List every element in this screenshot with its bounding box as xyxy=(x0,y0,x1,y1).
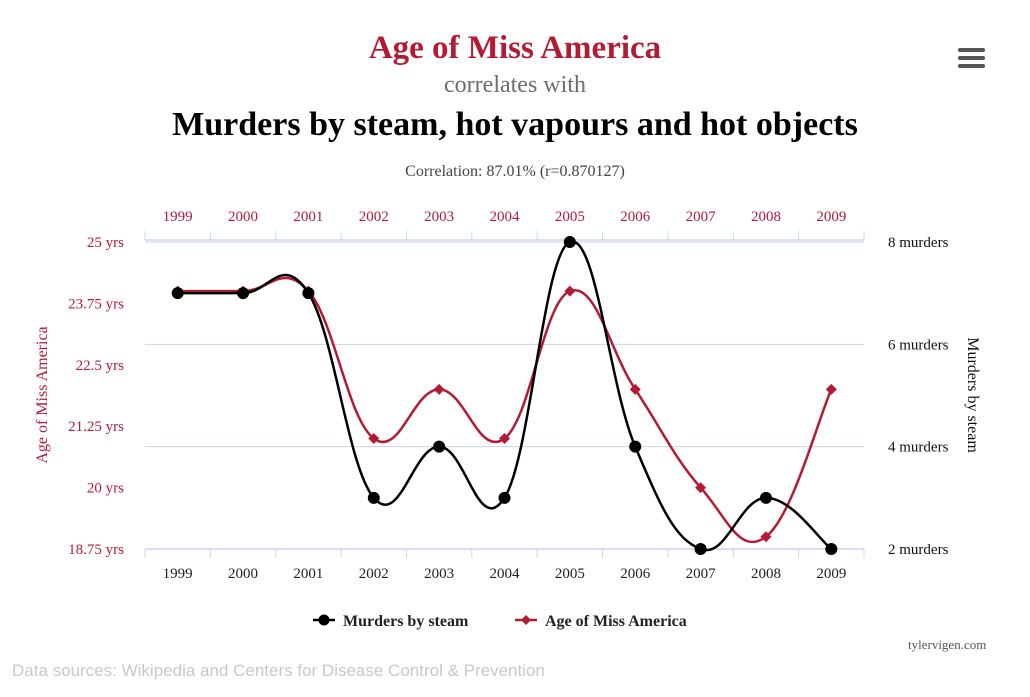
data-point-age-of-miss-america xyxy=(433,383,445,395)
legend-symbol-marker xyxy=(521,615,531,625)
y-right-tick-label: 6 murders xyxy=(888,337,949,353)
x-tick-label-top: 2006 xyxy=(620,209,651,225)
x-tick-label-bottom: 2006 xyxy=(620,566,651,582)
x-tick-label-top: 2003 xyxy=(424,209,454,225)
y-left-tick-label: 22.5 yrs xyxy=(76,358,124,374)
x-tick-label-bottom: 2001 xyxy=(293,566,323,582)
y-left-tick-label: 18.75 yrs xyxy=(68,542,124,558)
correlation-subtitle: Correlation: 87.01% (r=0.870127) xyxy=(405,163,625,180)
data-point-age-of-miss-america xyxy=(629,383,641,395)
y-right-axis-title: Murders by steam xyxy=(964,337,981,453)
data-point-age-of-miss-america xyxy=(564,285,576,297)
chart-title-line1: Age of Miss America xyxy=(368,30,662,66)
x-tick-label-top: 2004 xyxy=(490,209,521,225)
y-left-tick-label: 23.75 yrs xyxy=(68,296,124,312)
x-tick-label-bottom: 2009 xyxy=(816,566,846,582)
hamburger-menu-icon[interactable] xyxy=(958,48,986,70)
data-point-murders-by-steam xyxy=(563,236,576,248)
y-right-tick-label: 8 murders xyxy=(888,235,949,251)
data-point-age-of-miss-america xyxy=(368,432,380,444)
data-point-murders-by-steam xyxy=(367,491,380,504)
credit-text[interactable]: tylervigen.com xyxy=(908,637,987,652)
data-point-age-of-miss-america xyxy=(825,383,837,395)
x-tick-label-top: 2008 xyxy=(751,209,781,225)
x-tick-label-top: 2001 xyxy=(293,209,323,225)
data-point-murders-by-steam xyxy=(759,491,772,504)
x-tick-label-top: 2009 xyxy=(816,209,846,225)
data-point-murders-by-steam xyxy=(629,440,642,453)
data-point-age-of-miss-america xyxy=(499,432,510,444)
x-tick-label-top: 2007 xyxy=(686,209,717,225)
x-tick-label-bottom: 2004 xyxy=(490,566,521,582)
data-point-murders-by-steam xyxy=(825,543,838,555)
x-tick-label-bottom: 2003 xyxy=(424,566,454,582)
y-left-tick-label: 20 yrs xyxy=(87,481,124,497)
y-left-axis-title: Age of Miss America xyxy=(34,326,51,463)
x-tick-label-bottom: 2005 xyxy=(555,566,585,582)
series-line-murders-by-steam xyxy=(177,240,833,552)
data-point-murders-by-steam xyxy=(694,543,707,555)
data-point-murders-by-steam xyxy=(302,287,315,300)
legend-symbol-marker xyxy=(318,614,330,626)
data-point-murders-by-steam xyxy=(237,287,250,300)
x-tick-label-bottom: 1999 xyxy=(163,566,193,582)
x-tick-label-top: 2002 xyxy=(359,209,389,225)
x-tick-label-top: 2005 xyxy=(555,209,585,225)
chart-title-line3: Murders by steam, hot vapours and hot ob… xyxy=(172,106,858,143)
data-point-age-of-miss-america xyxy=(695,482,707,494)
x-tick-label-bottom: 2002 xyxy=(359,566,389,582)
chart-card xyxy=(10,0,1020,656)
legend-item-label[interactable]: Age of Miss America xyxy=(545,613,687,630)
x-tick-label-bottom: 2000 xyxy=(228,566,258,582)
x-tick-label-top: 2000 xyxy=(228,209,258,225)
x-tick-label-bottom: 2007 xyxy=(686,566,717,582)
y-right-tick-label: 2 murders xyxy=(888,542,949,558)
data-sources-text: Data sources: Wikipedia and Centers for … xyxy=(12,661,545,680)
y-left-tick-label: 21.25 yrs xyxy=(68,419,124,435)
chart-title-line2: correlates with xyxy=(444,72,586,98)
y-right-tick-label: 4 murders xyxy=(888,440,949,456)
data-point-age-of-miss-america xyxy=(760,531,772,543)
x-tick-label-top: 1999 xyxy=(163,209,193,225)
y-left-tick-label: 25 yrs xyxy=(87,235,124,251)
legend-item-label[interactable]: Murders by steam xyxy=(343,613,469,630)
data-point-murders-by-steam xyxy=(433,440,446,453)
data-point-murders-by-steam xyxy=(498,491,511,504)
x-tick-label-bottom: 2008 xyxy=(751,566,781,582)
data-point-murders-by-steam xyxy=(171,287,184,300)
